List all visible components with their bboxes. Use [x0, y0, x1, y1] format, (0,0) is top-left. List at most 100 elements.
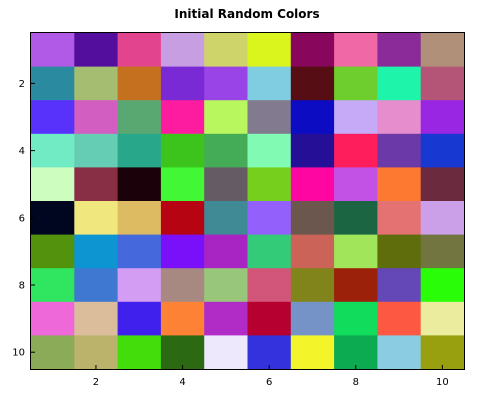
cell-r5-c4: [160, 167, 205, 202]
cell-r8-c6: [247, 268, 292, 303]
cell-r2-c10: [420, 66, 465, 101]
cell-r2-c2: [74, 66, 118, 101]
cell-r8-c7: [290, 268, 335, 303]
cell-r5-c5: [204, 167, 248, 202]
cell-r10-c5: [204, 335, 248, 370]
y-tick-label: 4: [19, 146, 25, 157]
cell-r3-c7: [290, 100, 335, 135]
x-tick-label: 2: [93, 377, 99, 388]
cell-r9-c5: [204, 301, 248, 336]
cell-r5-c3: [117, 167, 162, 202]
cell-r4-c3: [117, 133, 162, 168]
cell-r5-c7: [290, 167, 335, 202]
cell-r2-c1: [31, 66, 75, 101]
cell-r2-c9: [377, 66, 422, 101]
cell-r4-c5: [204, 133, 248, 168]
cell-r6-c7: [290, 201, 335, 235]
cell-r7-c3: [117, 234, 162, 269]
cell-r3-c4: [160, 100, 205, 135]
cell-r7-c6: [247, 234, 292, 269]
cell-r10-c6: [247, 335, 292, 370]
cell-r5-c6: [247, 167, 292, 202]
cell-r7-c10: [420, 234, 465, 269]
cell-r3-c3: [117, 100, 162, 135]
cell-r4-c6: [247, 133, 292, 168]
cell-r3-c5: [204, 100, 248, 135]
cell-r10-c4: [160, 335, 205, 370]
cell-r7-c9: [377, 234, 422, 269]
cell-r10-c1: [31, 335, 75, 370]
cell-r5-c10: [420, 167, 465, 202]
cell-r1-c10: [420, 33, 465, 67]
cell-r6-c5: [204, 201, 248, 235]
cell-r2-c3: [117, 66, 162, 101]
cell-r7-c4: [160, 234, 205, 269]
cell-r10-c8: [334, 335, 378, 370]
cell-r1-c7: [290, 33, 335, 67]
cell-r6-c8: [334, 201, 378, 235]
cell-r6-c6: [247, 201, 292, 235]
cell-r3-c1: [31, 100, 75, 135]
cell-r4-c10: [420, 133, 465, 168]
cell-r9-c1: [31, 301, 75, 336]
cell-r4-c2: [74, 133, 118, 168]
x-tick-label: 10: [436, 377, 449, 388]
cell-r7-c7: [290, 234, 335, 269]
cell-r9-c6: [247, 301, 292, 336]
cell-r7-c1: [31, 234, 75, 269]
cell-r5-c8: [334, 167, 378, 202]
cell-r6-c10: [420, 201, 465, 235]
cell-r10-c3: [117, 335, 162, 370]
cell-r9-c10: [420, 301, 465, 336]
cell-r8-c8: [334, 268, 378, 303]
cell-r7-c5: [204, 234, 248, 269]
cell-r6-c2: [74, 201, 118, 235]
cell-r5-c1: [31, 167, 75, 202]
cell-r1-c8: [334, 33, 378, 67]
cell-r5-c2: [74, 167, 118, 202]
cell-r1-c1: [31, 33, 75, 67]
cell-r4-c9: [377, 133, 422, 168]
x-tick-label: 4: [179, 377, 185, 388]
cell-r3-c2: [74, 100, 118, 135]
cell-r1-c2: [74, 33, 118, 67]
cell-r2-c5: [204, 66, 248, 101]
cell-r2-c7: [290, 66, 335, 101]
cell-r6-c1: [31, 201, 75, 235]
cell-r9-c8: [334, 301, 378, 336]
cell-r5-c9: [377, 167, 422, 202]
plot-frame: [30, 32, 465, 370]
y-tick-label: 10: [12, 348, 25, 359]
cell-r7-c8: [334, 234, 378, 269]
cell-r9-c3: [117, 301, 162, 336]
cell-r1-c6: [247, 33, 292, 67]
cell-r7-c2: [74, 234, 118, 269]
cell-r6-c3: [117, 201, 162, 235]
cell-r1-c3: [117, 33, 162, 67]
cell-r8-c9: [377, 268, 422, 303]
cell-r9-c9: [377, 301, 422, 336]
cell-r2-c8: [334, 66, 378, 101]
cell-r3-c8: [334, 100, 378, 135]
x-tick-label: 8: [353, 377, 359, 388]
y-tick-label: 2: [19, 79, 25, 90]
cell-r10-c10: [420, 335, 465, 370]
cell-r8-c3: [117, 268, 162, 303]
cell-r4-c8: [334, 133, 378, 168]
cell-r8-c2: [74, 268, 118, 303]
cell-r2-c4: [160, 66, 205, 101]
y-tick-label: 8: [19, 281, 25, 292]
cell-r8-c10: [420, 268, 465, 303]
cell-r10-c9: [377, 335, 422, 370]
y-tick-label: 6: [19, 213, 25, 224]
ticks-group: 2 4 6 8 10 2 4 6 8 10: [12, 79, 448, 388]
cell-r9-c2: [74, 301, 118, 336]
cell-r4-c1: [31, 133, 75, 168]
cell-r3-c9: [377, 100, 422, 135]
cell-r1-c9: [377, 33, 422, 67]
cells-group: [31, 33, 465, 370]
cell-r10-c2: [74, 335, 118, 370]
chart-title: Initial Random Colors: [174, 7, 319, 21]
